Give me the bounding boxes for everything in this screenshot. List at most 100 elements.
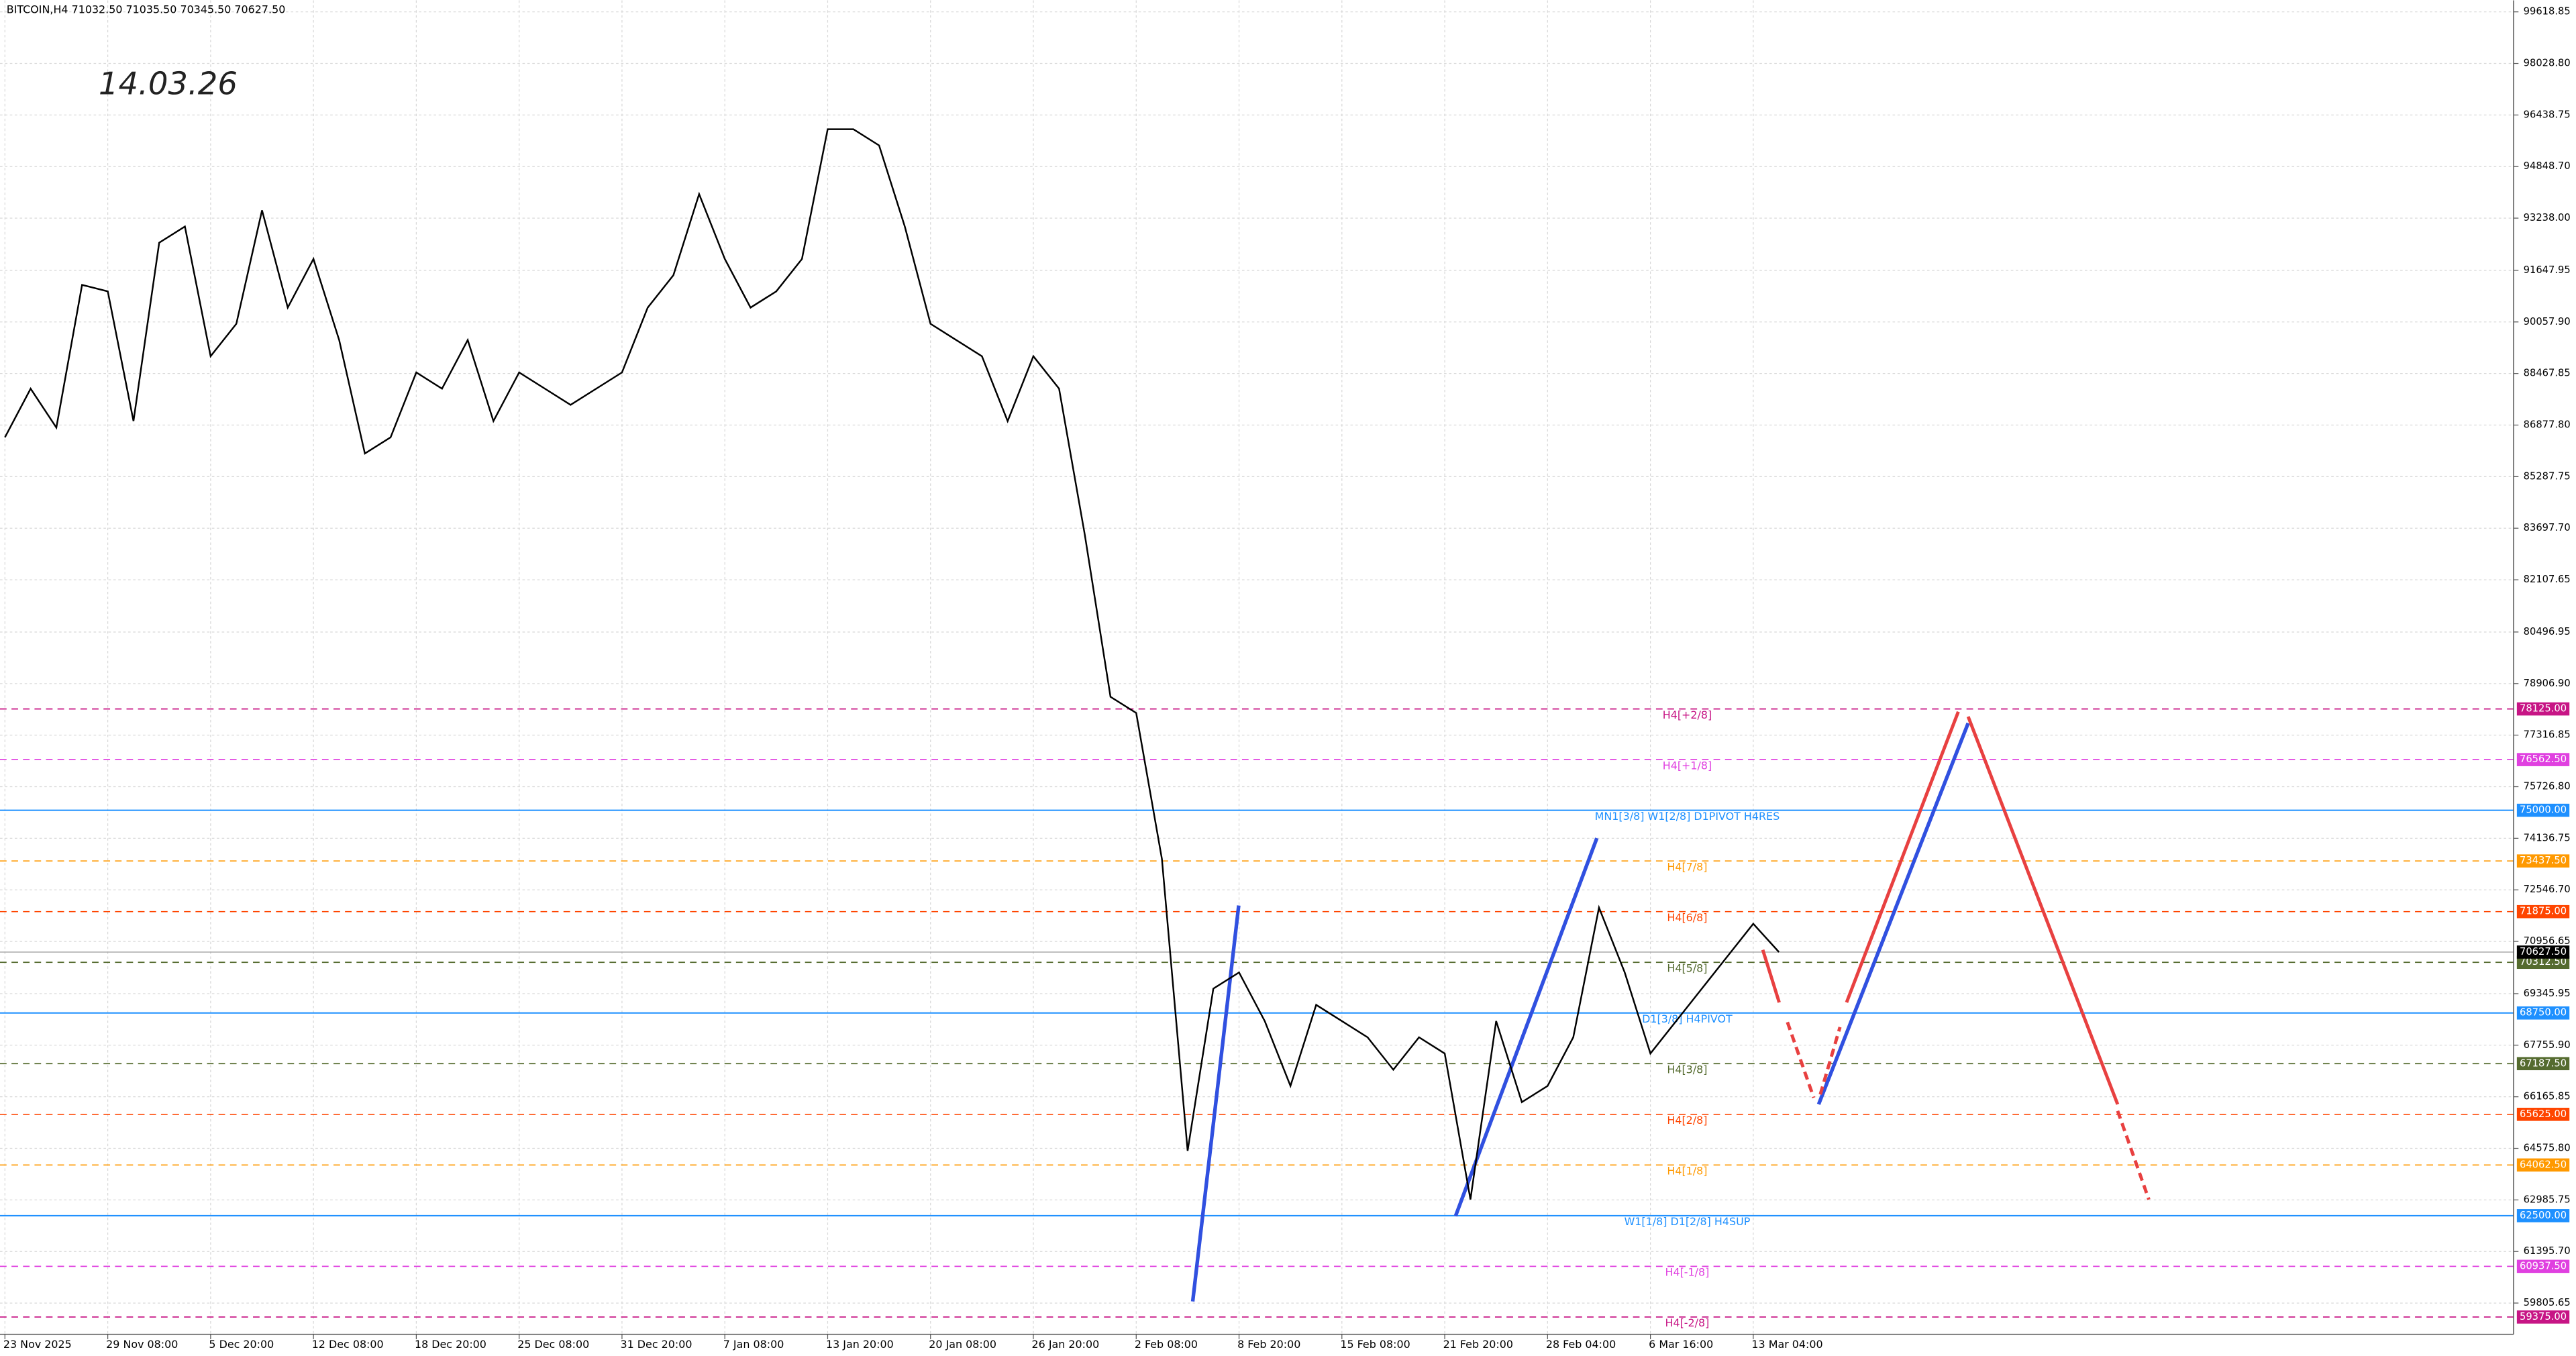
x-tick-label: 20 Jan 08:00	[929, 1338, 996, 1351]
level-price-label: 70312.50	[2520, 956, 2567, 968]
price-badge	[2516, 803, 2570, 817]
level-price-label: 73437.50	[2520, 855, 2567, 866]
axes: 99618.85 98028.80 96438.75 94848.70 93238.00…	[3, 6, 2571, 1351]
price	[4, 128, 1780, 1200]
level-price-label: 67187.50	[2520, 1057, 2567, 1069]
price-badge	[2516, 904, 2570, 919]
arrow	[1966, 716, 2120, 1105]
level-name: H4[+2/8]	[1663, 709, 1712, 721]
y-tick-label: 96438.75	[2524, 109, 2571, 120]
level-price-label: 62500.00	[2520, 1210, 2567, 1221]
x-tick-label: 13 Jan 20:00	[826, 1338, 894, 1351]
level-price-label: 64062.50	[2520, 1159, 2567, 1170]
price-badge	[2516, 1209, 2570, 1222]
level-name: H4[+1/8]	[1663, 759, 1712, 772]
y-tick-label: 93238.00	[2524, 212, 2571, 223]
y-tick-label: 77316.85	[2524, 729, 2571, 741]
level-name: H4[2/8]	[1667, 1114, 1707, 1127]
level-price-label: 60937.50	[2520, 1260, 2567, 1271]
level-price-label: 71875.00	[2520, 906, 2567, 917]
drawings	[1190, 711, 2151, 1302]
y-tick-label: 61395.70	[2524, 1245, 2571, 1257]
last-price-label: 70627.50	[2520, 946, 2567, 957]
x-tick-label: 7 Jan 08:00	[723, 1338, 784, 1351]
x-tick-label: 6 Mar 16:00	[1649, 1338, 1713, 1351]
price-badge	[2516, 854, 2570, 868]
level-name: W1[1/8] D1[2/8] H4SUP	[1625, 1215, 1751, 1228]
level-name: D1[3/8] H4PIVOT	[1642, 1012, 1733, 1025]
price-badge	[2516, 955, 2570, 970]
level-name: MN1[3/8] W1[2/8] D1PIVOT H4RES	[1595, 810, 1780, 823]
trend-line	[1816, 722, 1970, 1105]
x-tick-label: 25 Dec 08:00	[517, 1338, 589, 1351]
y-tick-label: 67755.90	[2524, 1039, 2571, 1051]
arrow	[1786, 1021, 1816, 1098]
trend-line	[1190, 905, 1241, 1302]
level-price-label: 65625.00	[2520, 1108, 2567, 1120]
y-tick-label: 94848.70	[2524, 160, 2571, 172]
y-tick-label: 90057.90	[2524, 316, 2571, 327]
x-tick-label: 23 Nov 2025	[3, 1338, 72, 1351]
y-tick-label: 83697.70	[2524, 522, 2571, 533]
price-badge	[2516, 1057, 2570, 1071]
price-badge	[2516, 1259, 2570, 1273]
arrow	[2116, 1110, 2151, 1200]
y-tick-label: 69345.95	[2524, 988, 2571, 999]
y-tick-label: 85287.75	[2524, 470, 2571, 482]
x-tick-label: 29 Nov 08:00	[106, 1338, 178, 1351]
x-tick-label: 31 Dec 20:00	[620, 1338, 692, 1351]
price-badge	[2516, 1158, 2570, 1172]
level-price-label: 68750.00	[2520, 1007, 2567, 1019]
level-price-label: 59375.00	[2520, 1311, 2567, 1322]
x-tick-label: 12 Dec 08:00	[312, 1338, 384, 1351]
level-name: H4[3/8]	[1667, 1063, 1707, 1076]
level-price-label: 75000.00	[2520, 804, 2567, 816]
levels: H4[+2/8] H4[+1/8] MN1[3/8] W1[2/8] D1PIVOT…	[0, 708, 2514, 1329]
y-tick-label: 59805.65	[2524, 1297, 2571, 1308]
x-tick-label: 26 Jan 20:00	[1032, 1338, 1100, 1351]
y-tick-label: 64575.80	[2524, 1143, 2571, 1154]
y-tick-label: 88467.85	[2524, 368, 2571, 379]
price-badge	[2516, 945, 2570, 959]
x-tick-label: 21 Feb 20:00	[1443, 1338, 1513, 1351]
price-badge	[2516, 1006, 2570, 1020]
annotation: 14.03.26	[99, 65, 238, 101]
x-tick-label: 18 Dec 20:00	[415, 1338, 486, 1351]
x-tick-label: 13 Mar 04:00	[1751, 1338, 1822, 1351]
level-price-label: 76562.50	[2520, 753, 2567, 765]
arrow	[1818, 1027, 1842, 1095]
level-name: H4[1/8]	[1667, 1165, 1707, 1178]
y-tick-label: 74136.75	[2524, 832, 2571, 843]
price-badge	[2516, 1108, 2570, 1121]
price-line	[4, 128, 1780, 1200]
level-price-label: 78125.00	[2520, 703, 2567, 715]
arrow	[1761, 949, 1781, 1003]
x-tick-label: 5 Dec 20:00	[209, 1338, 274, 1351]
trend-line	[1453, 837, 1599, 1217]
x-tick-label: 28 Feb 04:00	[1546, 1338, 1616, 1351]
y-tick-label: 86877.80	[2524, 419, 2571, 431]
y-tick-label: 70956.65	[2524, 935, 2571, 947]
price-badge	[2516, 1310, 2570, 1324]
level-name: H4[-1/8]	[1665, 1266, 1710, 1279]
level-name: H4[6/8]	[1667, 911, 1707, 924]
forecast-arrows	[1761, 711, 2151, 1200]
price-badge	[2516, 753, 2570, 766]
y-tick-label: 72546.70	[2524, 884, 2571, 895]
y-tick-label: 75726.80	[2524, 781, 2571, 792]
y-tick-label: 80496.95	[2524, 626, 2571, 637]
x-tick-label: 15 Feb 08:00	[1340, 1338, 1410, 1351]
price-badge	[2516, 702, 2570, 716]
level-name: H4[7/8]	[1667, 860, 1707, 873]
x-tick-label: 2 Feb 08:00	[1135, 1338, 1198, 1351]
y-tick-label: 99618.85	[2524, 6, 2571, 17]
y-tick-label: 91647.95	[2524, 264, 2571, 276]
level-name: H4[-2/8]	[1665, 1316, 1710, 1329]
chart-title: BITCOIN,H4 71032.50 71035.50 70345.50 70…	[7, 3, 286, 16]
y-tick-label: 66165.85	[2524, 1091, 2571, 1102]
y-tick-label: 82107.65	[2524, 574, 2571, 585]
y-tick-label: 98028.80	[2524, 58, 2571, 69]
y-tick-label: 78906.90	[2524, 678, 2571, 689]
